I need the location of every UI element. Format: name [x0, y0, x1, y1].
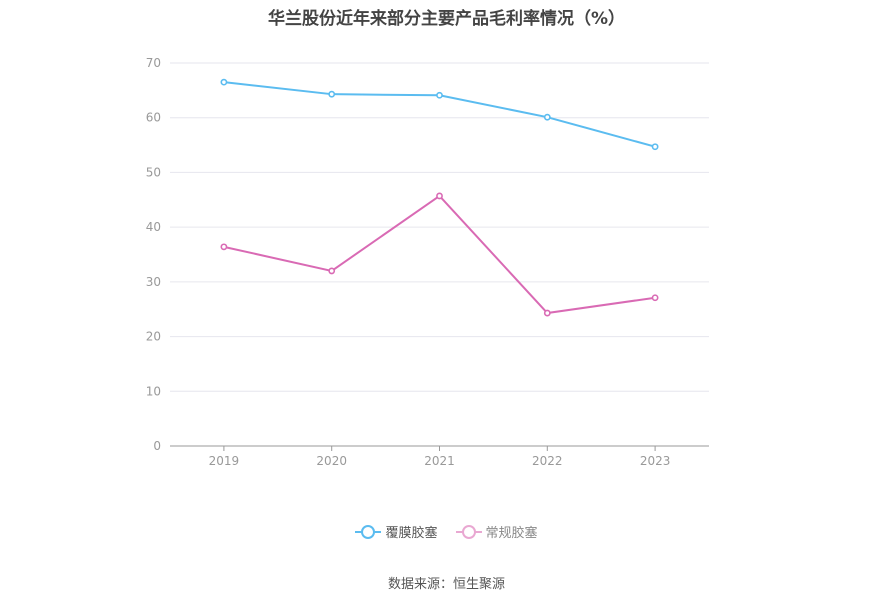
x-tick-label: 2023 — [640, 454, 671, 468]
legend-item-series-2[interactable]: 常规胶塞 — [455, 522, 538, 541]
tick-labels: 0 10 20 30 40 50 60 70 2019 2020 2021 2022 2023 — [146, 56, 671, 468]
legend-label-series-2: 常规胶塞 — [485, 526, 538, 541]
legend: 覆膜胶塞 常规胶塞 — [0, 522, 893, 541]
legend-marker-icon — [355, 524, 382, 540]
series-line-2 — [223, 194, 656, 315]
y-tick-label: 30 — [146, 275, 161, 289]
legend-label-series-1: 覆膜胶塞 — [385, 526, 438, 541]
data-point — [543, 309, 551, 317]
data-point — [543, 113, 551, 121]
data-point — [651, 294, 659, 302]
data-point — [328, 90, 336, 98]
y-tick-label: 20 — [146, 330, 161, 344]
series-lines — [220, 78, 659, 317]
y-tick-label: 50 — [146, 165, 161, 179]
legend-item-series-1[interactable]: 覆膜胶塞 — [355, 522, 438, 541]
y-tick-label: 10 — [146, 384, 161, 398]
x-tick-label: 2020 — [316, 454, 347, 468]
chart-title: 华兰股份近年来部分主要产品毛利率情况（%） — [267, 9, 626, 29]
data-point — [651, 143, 659, 151]
y-tick-label: 0 — [153, 439, 161, 453]
x-tick-label: 2019 — [209, 454, 240, 468]
data-point — [436, 91, 443, 99]
legend-marker-icon — [455, 524, 482, 540]
x-tick-label: 2021 — [424, 454, 455, 468]
data-source-note: 数据来源：恒生聚源 — [387, 577, 505, 592]
y-tick-label: 70 — [146, 56, 161, 70]
grid-lines — [170, 62, 709, 392]
y-tick-label: 40 — [146, 220, 161, 234]
y-tick-label: 60 — [146, 111, 161, 125]
data-point — [220, 78, 228, 86]
x-tick-label: 2022 — [532, 454, 563, 468]
series-line-1 — [223, 81, 656, 148]
data-point — [328, 267, 336, 275]
data-point — [220, 243, 228, 251]
axes — [170, 445, 709, 451]
data-point — [436, 192, 443, 200]
